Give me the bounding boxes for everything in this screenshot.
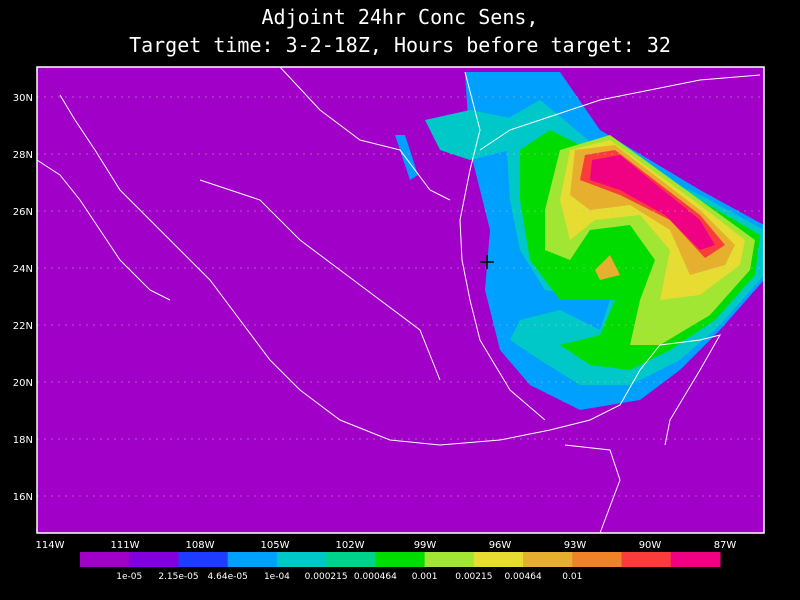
colorbar-box (375, 552, 426, 567)
lat-label: 28N (13, 150, 33, 161)
colorbar-box (178, 552, 229, 567)
map (36, 66, 765, 534)
lat-label: 30N (13, 93, 33, 104)
lon-label: 99W (414, 540, 437, 551)
lon-label: 90W (639, 540, 662, 551)
colorbar-box (670, 552, 721, 567)
colorbar-box (326, 552, 376, 567)
lon-label: 105W (261, 540, 290, 551)
sensitivity-field (395, 72, 764, 410)
colorbar-box (424, 552, 475, 567)
title-line: Target time: 3-2-18Z, Hours before targe… (129, 33, 671, 57)
lon-label: 108W (186, 540, 215, 551)
coastlines (36, 66, 761, 534)
lon-label: 96W (489, 540, 512, 551)
lat-label: 24N (13, 264, 33, 275)
map-frame (36, 66, 765, 534)
lon-label: 93W (564, 540, 587, 551)
colorbar-box (523, 552, 573, 567)
colorbar-label: 0.001 (412, 572, 438, 582)
colorbar-box (572, 552, 623, 567)
colorbar-box (473, 552, 524, 567)
lat-label: 18N (13, 435, 33, 446)
colorbar-label: 2.15e-05 (158, 572, 198, 582)
lon-label: 87W (714, 540, 737, 551)
colorbar-label: 4.64e-05 (208, 572, 248, 582)
colorbar-label: 0.000464 (354, 572, 397, 582)
colorbar-box (227, 552, 278, 567)
lon-label: 114W (36, 540, 65, 551)
colorbar-label: 1e-05 (116, 572, 142, 582)
colorbar-box (276, 552, 327, 567)
colorbar-label: 0.000215 (305, 572, 348, 582)
colorbar-label: 0.01 (562, 572, 582, 582)
lon-label: 111W (111, 540, 140, 551)
title-line: Adjoint 24hr Conc Sens, (262, 5, 539, 29)
lat-label: 26N (13, 207, 33, 218)
colorbar-box (80, 552, 130, 567)
colorbar-label: 1e-04 (264, 572, 290, 582)
lat-label: 22N (13, 321, 33, 332)
colorbar-label: 0.00464 (504, 572, 541, 582)
lat-label: 16N (13, 492, 33, 503)
colorbar-box (129, 552, 179, 567)
lat-label: 20N (13, 378, 33, 389)
colorbar-label: 0.00215 (455, 572, 492, 582)
cross-marker (480, 255, 494, 269)
colorbar-box (621, 552, 672, 567)
lon-label: 102W (336, 540, 365, 551)
